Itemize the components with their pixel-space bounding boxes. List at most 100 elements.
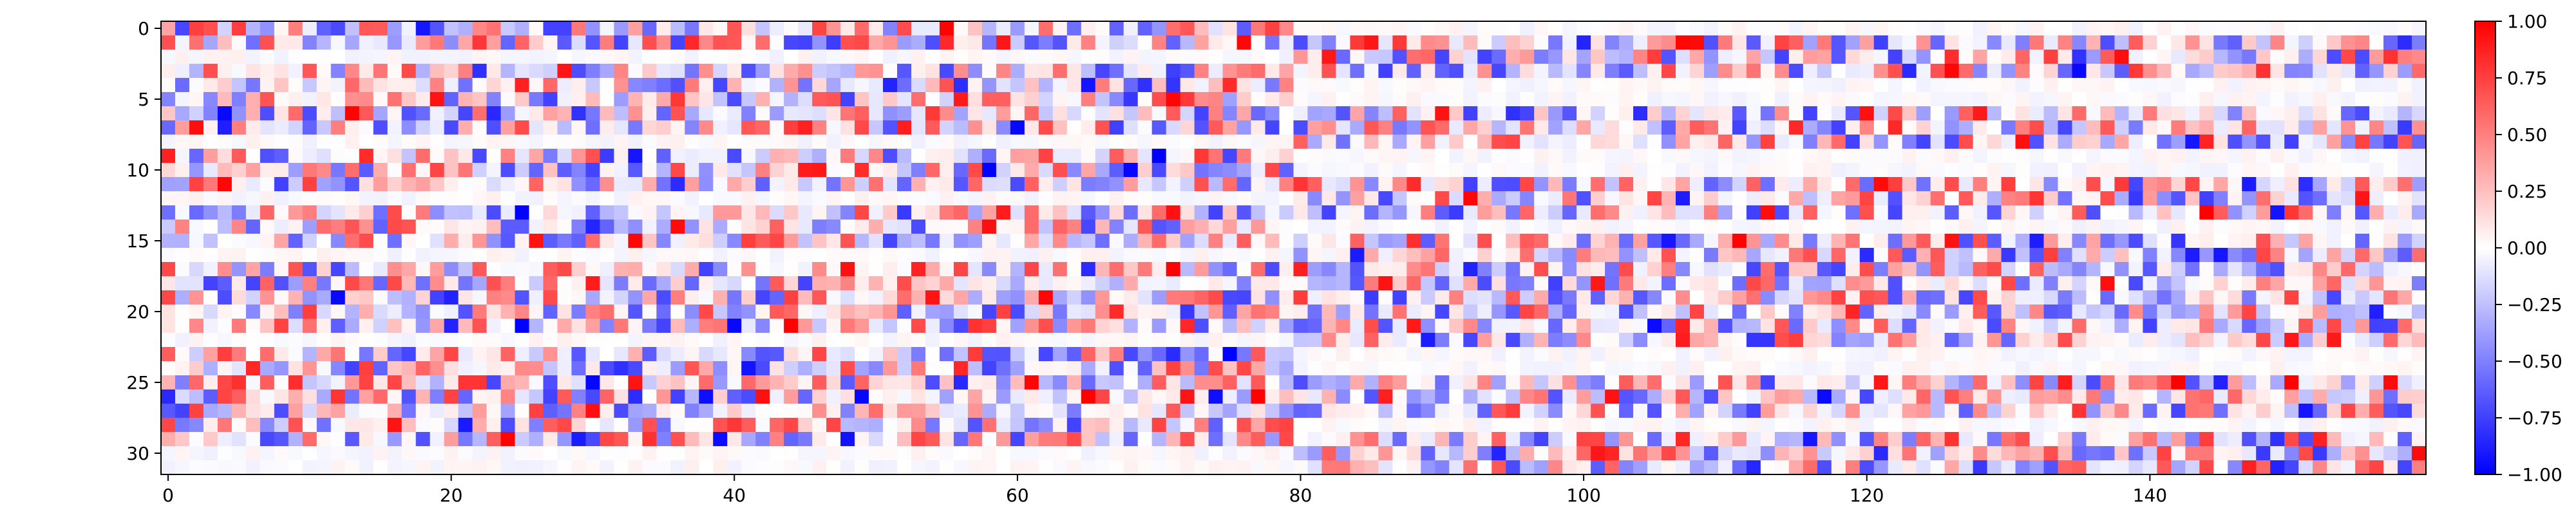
heatmap-cell	[1987, 163, 2002, 178]
heatmap-cell	[2298, 276, 2313, 291]
heatmap-cell	[2228, 446, 2242, 461]
heatmap-cell	[1774, 446, 1790, 461]
heatmap-cell	[1236, 135, 1252, 149]
heatmap-cell	[1703, 21, 1719, 36]
heatmap-cell	[1378, 205, 1393, 220]
heatmap-cell	[883, 418, 898, 433]
heatmap-cell	[1902, 234, 1917, 248]
heatmap-cell	[798, 432, 813, 447]
heatmap-cell	[1534, 21, 1549, 36]
heatmap-cell	[1024, 234, 1039, 248]
heatmap-cell	[1449, 35, 1464, 50]
heatmap-cell	[1591, 106, 1605, 121]
heatmap-cell	[1321, 64, 1337, 79]
heatmap-cell	[939, 361, 954, 376]
heatmap-cell	[1689, 418, 1705, 433]
heatmap-cell	[1364, 149, 1379, 164]
heatmap-cell	[1236, 35, 1252, 50]
heatmap-cell	[2058, 375, 2073, 390]
heatmap-cell	[274, 304, 289, 319]
heatmap-cell	[1902, 276, 1917, 291]
heatmap-cell	[1888, 361, 1903, 376]
heatmap-cell	[2213, 78, 2228, 93]
heatmap-cell	[2185, 50, 2200, 64]
heatmap-cell	[967, 389, 983, 404]
heatmap-cell	[2256, 163, 2271, 178]
heatmap-cell	[2015, 389, 2031, 404]
heatmap-cell	[1208, 92, 1224, 107]
heatmap-cell	[245, 375, 261, 390]
heatmap-cell	[2185, 304, 2200, 319]
heatmap-cell	[458, 163, 473, 178]
heatmap-cell	[1987, 106, 2002, 121]
heatmap-cell	[600, 220, 614, 234]
heatmap-cell	[1916, 78, 1931, 93]
heatmap-cell	[741, 234, 756, 248]
heatmap-cell	[1109, 389, 1124, 404]
heatmap-cell	[1321, 106, 1337, 121]
heatmap-cell	[953, 21, 969, 36]
heatmap-cell	[1534, 234, 1549, 248]
heatmap-cell	[1151, 92, 1167, 107]
heatmap-cell	[1378, 418, 1393, 433]
heatmap-cell	[1817, 205, 1832, 220]
heatmap-cell	[1251, 333, 1266, 348]
heatmap-cell	[2043, 120, 2059, 135]
heatmap-cell	[1052, 248, 1068, 263]
heatmap-cell	[189, 234, 204, 248]
heatmap-cell	[529, 333, 544, 348]
heatmap-cell	[500, 64, 516, 79]
heatmap-cell	[2270, 92, 2285, 107]
heatmap-cell	[2015, 220, 2031, 234]
heatmap-cell	[387, 149, 402, 164]
heatmap-cell	[1492, 21, 1506, 36]
heatmap-cell	[1845, 64, 1861, 79]
heatmap-cell	[1831, 149, 1846, 164]
heatmap-cell	[2270, 418, 2285, 433]
heatmap-cell	[401, 304, 417, 319]
heatmap-cell	[2256, 106, 2271, 121]
heatmap-cell	[401, 120, 417, 135]
heatmap-cell	[359, 389, 374, 404]
heatmap-cell	[2001, 35, 2016, 50]
heatmap-cell	[1520, 347, 1535, 362]
heatmap-cell	[1788, 404, 1804, 418]
heatmap-cell	[430, 149, 445, 164]
heatmap-cell	[642, 177, 657, 192]
heatmap-cell	[401, 262, 417, 277]
heatmap-cell	[1647, 361, 1662, 376]
heatmap-cell	[302, 276, 317, 291]
heatmap-cell	[2213, 361, 2228, 376]
heatmap-cell	[1774, 319, 1790, 333]
heatmap-cell	[1703, 276, 1719, 291]
heatmap-cell	[217, 177, 232, 192]
heatmap-cell	[2256, 220, 2271, 234]
heatmap-cell	[1151, 149, 1167, 164]
heatmap-cell	[685, 347, 699, 362]
heatmap-cell	[1449, 389, 1464, 404]
heatmap-cell	[656, 177, 671, 192]
heatmap-cell	[1817, 404, 1832, 418]
heatmap-cell	[1406, 135, 1421, 149]
heatmap-cell	[1279, 290, 1294, 305]
heatmap-cell	[245, 120, 261, 135]
heatmap-cell	[1024, 333, 1039, 348]
heatmap-cell	[316, 460, 332, 475]
heatmap-cell	[1987, 135, 2002, 149]
heatmap-cell	[1817, 347, 1832, 362]
heatmap-cell	[939, 78, 954, 93]
heatmap-cell	[2341, 418, 2356, 433]
heatmap-cell	[939, 220, 954, 234]
heatmap-cell	[373, 262, 388, 277]
heatmap-cell	[1364, 361, 1379, 376]
heatmap-cell	[2128, 304, 2143, 319]
heatmap-cell	[2185, 177, 2200, 192]
heatmap-cell	[1647, 248, 1662, 263]
heatmap-cell	[1760, 205, 1776, 220]
heatmap-cell	[2341, 262, 2356, 277]
heatmap-cell	[1760, 234, 1776, 248]
heatmap-cell	[161, 191, 176, 206]
heatmap-cell	[1321, 234, 1337, 248]
heatmap-cell	[415, 106, 431, 121]
heatmap-cell	[543, 319, 558, 333]
